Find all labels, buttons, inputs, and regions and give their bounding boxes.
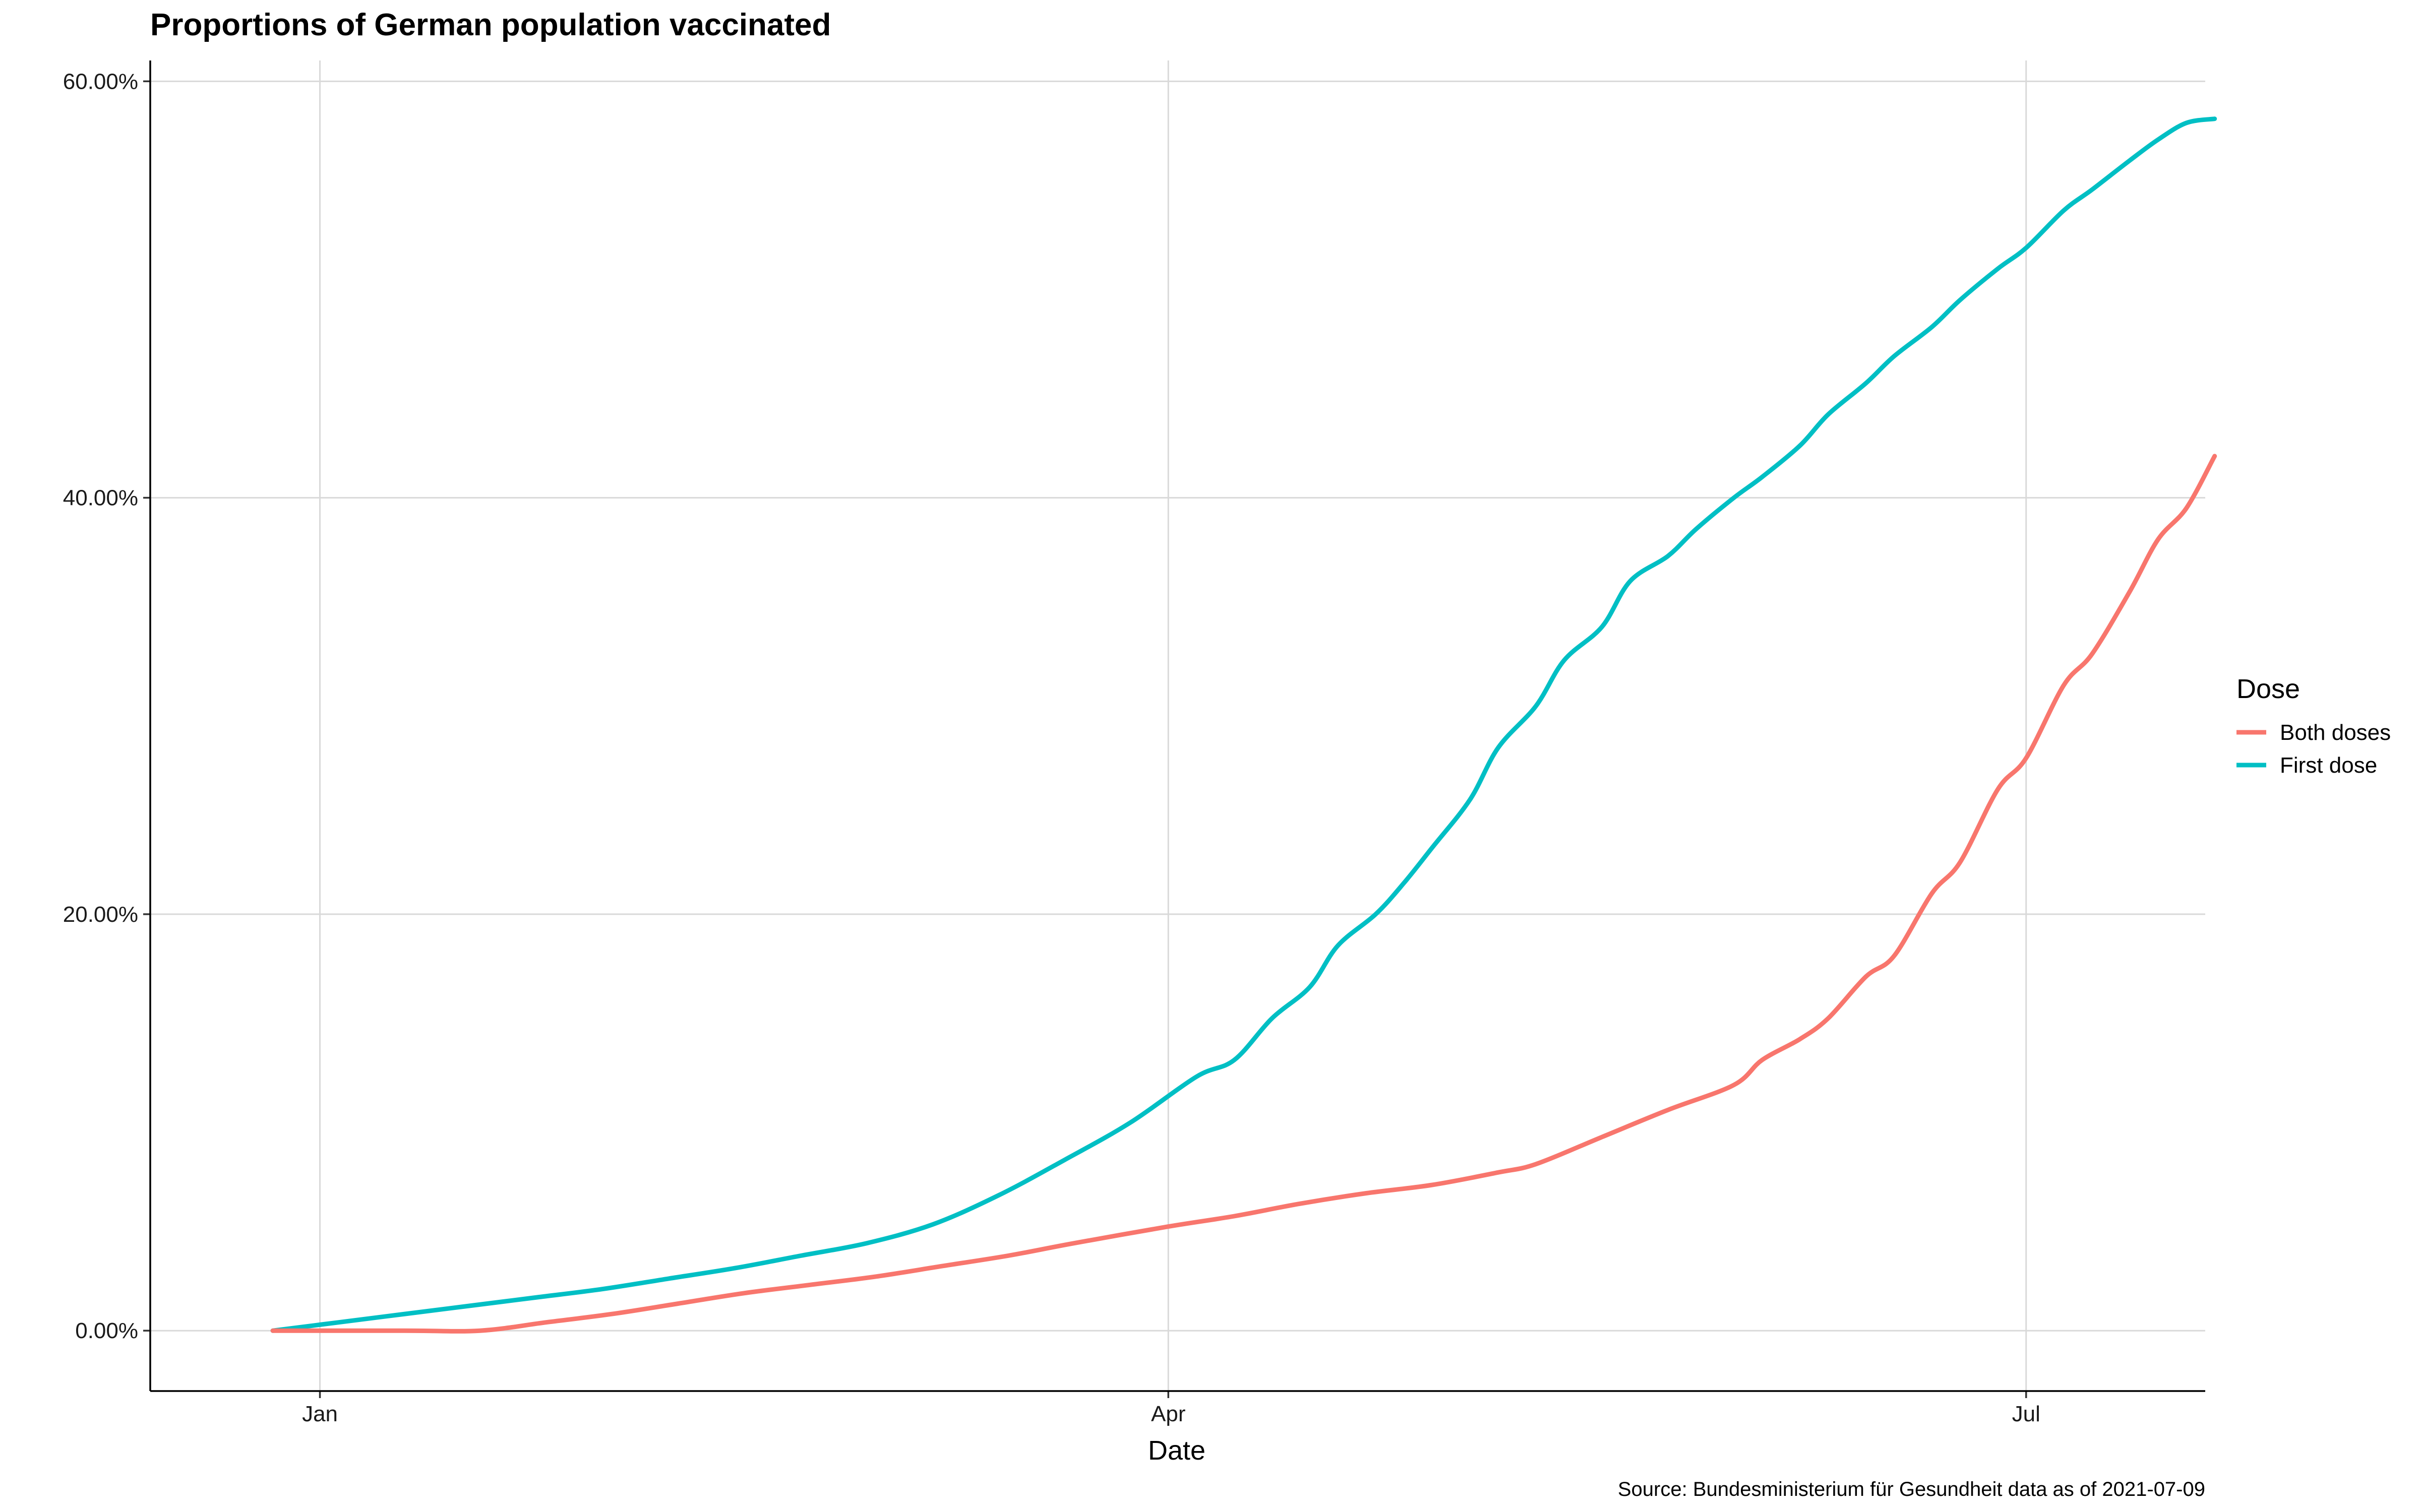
series-line-both-doses [270,454,2217,1334]
x-tick-label: Jan [302,1402,338,1426]
legend: Dose Both doses First dose [2236,674,2391,778]
series-line-first-dose [270,116,2217,1333]
grid [150,60,2205,1391]
plot-panel [270,116,2217,1334]
x-axis-title: Date [1148,1435,1205,1466]
chart-title: Proportions of German population vaccina… [150,8,831,42]
legend-title: Dose [2236,674,2300,704]
x-tick-label: Jul [2012,1402,2040,1426]
x-tick-label: Apr [1151,1402,1185,1426]
chart-caption: Source: Bundesministerium für Gesundheit… [1618,1478,2205,1500]
legend-label-both-doses: Both doses [2280,720,2391,745]
y-tick-label: 40.00% [63,486,138,511]
y-tick-label: 0.00% [75,1318,138,1343]
axes: 0.00% 20.00% 40.00% 60.00% Jan Apr Jul [63,60,2205,1426]
y-tick-label: 60.00% [63,69,138,94]
legend-label-first-dose: First dose [2280,753,2377,778]
y-tick-label: 20.00% [63,902,138,927]
